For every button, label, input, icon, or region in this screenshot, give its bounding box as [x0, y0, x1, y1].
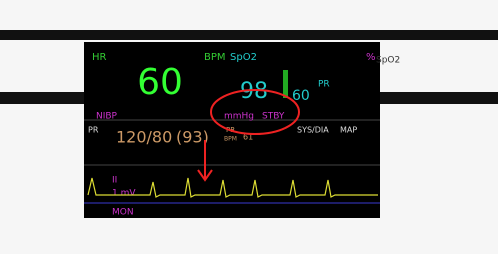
- ecg-mode: MON: [112, 208, 134, 218]
- nibp-status: STBY: [262, 112, 285, 122]
- pleth-bar: [283, 70, 288, 98]
- spo2-label: SpO2: [230, 52, 257, 63]
- nibp-side-label: PR: [88, 126, 99, 135]
- monitor-photo: HR BPM 60 SpO2 98 PR 60 % SpO2 NIBP mmHg…: [0, 0, 498, 254]
- nibp-map: (93): [176, 128, 209, 147]
- pr-label: PR: [318, 80, 330, 90]
- nibp-value: 120/80: [116, 128, 172, 147]
- nibp-pr-unit: BPM: [224, 136, 237, 143]
- map-label: MAP: [340, 126, 357, 135]
- ecg-lead: II: [112, 176, 117, 186]
- hr-unit: BPM: [204, 52, 226, 63]
- right-bar: [380, 92, 498, 104]
- ecg-scale: 1 mV: [112, 189, 136, 199]
- nibp-unit: mmHg: [224, 112, 254, 122]
- left-bar: [0, 92, 90, 104]
- side-unit: %: [366, 52, 376, 63]
- side-label: SpO2: [376, 56, 400, 66]
- hr-value: 60: [137, 62, 183, 103]
- top-bar: [0, 30, 498, 40]
- nibp-label: NIBP: [96, 112, 118, 122]
- sys-dia-label: SYS/DIA: [297, 126, 329, 135]
- page: HR BPM 60 SpO2 98 PR 60 % SpO2 NIBP mmHg…: [0, 0, 498, 254]
- hr-label: HR: [92, 52, 107, 63]
